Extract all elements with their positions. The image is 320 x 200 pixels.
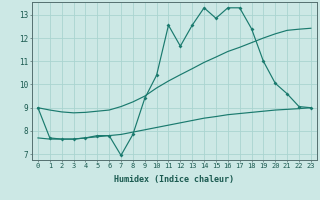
X-axis label: Humidex (Indice chaleur): Humidex (Indice chaleur)	[115, 175, 234, 184]
